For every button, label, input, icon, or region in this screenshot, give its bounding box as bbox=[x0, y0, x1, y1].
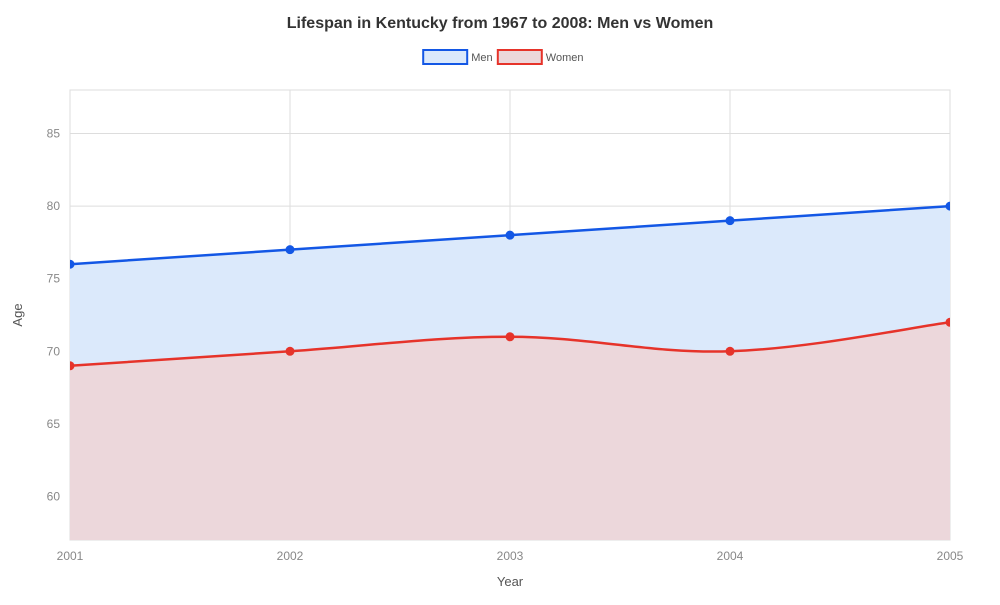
marker-men bbox=[286, 245, 295, 254]
legend: Men Women bbox=[423, 50, 583, 64]
y-axis-title: Age bbox=[10, 303, 25, 326]
marker-women bbox=[946, 318, 955, 327]
marker-men bbox=[506, 231, 515, 240]
marker-women bbox=[66, 361, 75, 370]
chart-container: Lifespan in Kentucky from 1967 to 2008: … bbox=[0, 0, 1000, 600]
plot-area bbox=[66, 202, 955, 540]
x-tick-label: 2005 bbox=[937, 549, 964, 563]
marker-men bbox=[946, 202, 955, 211]
y-tick-label: 70 bbox=[47, 344, 61, 358]
marker-men bbox=[66, 260, 75, 269]
legend-label: Women bbox=[546, 52, 584, 64]
legend-swatch bbox=[423, 50, 467, 64]
marker-women bbox=[286, 347, 295, 356]
y-tick-label: 75 bbox=[47, 272, 61, 286]
x-tick-label: 2001 bbox=[57, 549, 84, 563]
marker-women bbox=[726, 347, 735, 356]
chart-svg: Lifespan in Kentucky from 1967 to 2008: … bbox=[0, 0, 1000, 600]
x-tick-label: 2003 bbox=[497, 549, 524, 563]
y-tick-label: 85 bbox=[47, 127, 61, 141]
legend-label: Men bbox=[471, 52, 492, 64]
legend-swatch bbox=[498, 50, 542, 64]
y-tick-label: 60 bbox=[47, 489, 61, 503]
chart-title: Lifespan in Kentucky from 1967 to 2008: … bbox=[287, 15, 714, 32]
x-tick-label: 2002 bbox=[277, 549, 304, 563]
marker-men bbox=[726, 216, 735, 225]
marker-women bbox=[506, 332, 515, 341]
x-axis-title: Year bbox=[497, 574, 524, 589]
y-tick-label: 65 bbox=[47, 417, 61, 431]
y-tick-label: 80 bbox=[47, 199, 61, 213]
x-tick-label: 2004 bbox=[717, 549, 744, 563]
